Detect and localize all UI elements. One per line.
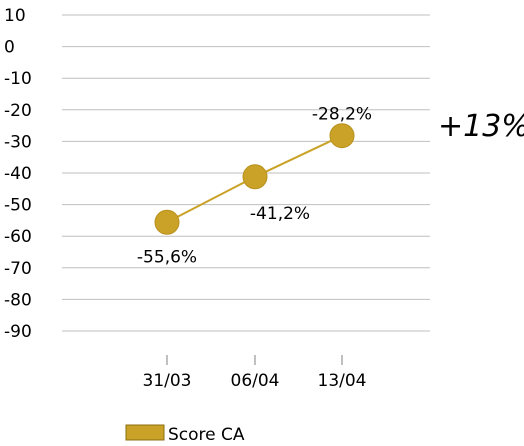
change-annotation: +13% <box>438 109 524 144</box>
y-axis-tick-labels: 10 0 -10 -20 -30 -40 -50 -60 -70 -80 -90 <box>4 6 32 342</box>
x-axis: 31/03 06/04 13/04 <box>143 355 367 391</box>
y-tick-label: -80 <box>4 290 32 310</box>
data-point <box>329 123 355 149</box>
y-tick-label: -90 <box>4 322 32 342</box>
y-tick-label: -50 <box>4 196 32 216</box>
y-tick-label: 0 <box>4 38 15 58</box>
data-label: -55,6% <box>137 247 197 267</box>
y-tick-label: -60 <box>4 227 32 247</box>
x-tick-label: 13/04 <box>318 371 367 391</box>
data-label: -28,2% <box>312 105 372 125</box>
legend: Score CA <box>125 424 245 445</box>
y-tick-label: -20 <box>4 101 32 121</box>
x-tick-label: 06/04 <box>231 371 280 391</box>
legend-swatch-score-ca <box>125 424 165 441</box>
y-tick-label: -10 <box>4 69 32 89</box>
y-tick-label: -40 <box>4 164 32 184</box>
series-score-ca: -55,6% -41,2% -28,2% <box>137 105 372 268</box>
y-tick-label: -70 <box>4 259 32 279</box>
y-tick-label: -30 <box>4 132 32 152</box>
y-tick-label: 10 <box>4 6 26 26</box>
data-point <box>154 209 180 235</box>
x-tick-label: 31/03 <box>143 371 192 391</box>
data-label: -41,2% <box>250 204 310 224</box>
legend-label-score-ca: Score CA <box>168 425 245 445</box>
data-point <box>242 164 268 190</box>
